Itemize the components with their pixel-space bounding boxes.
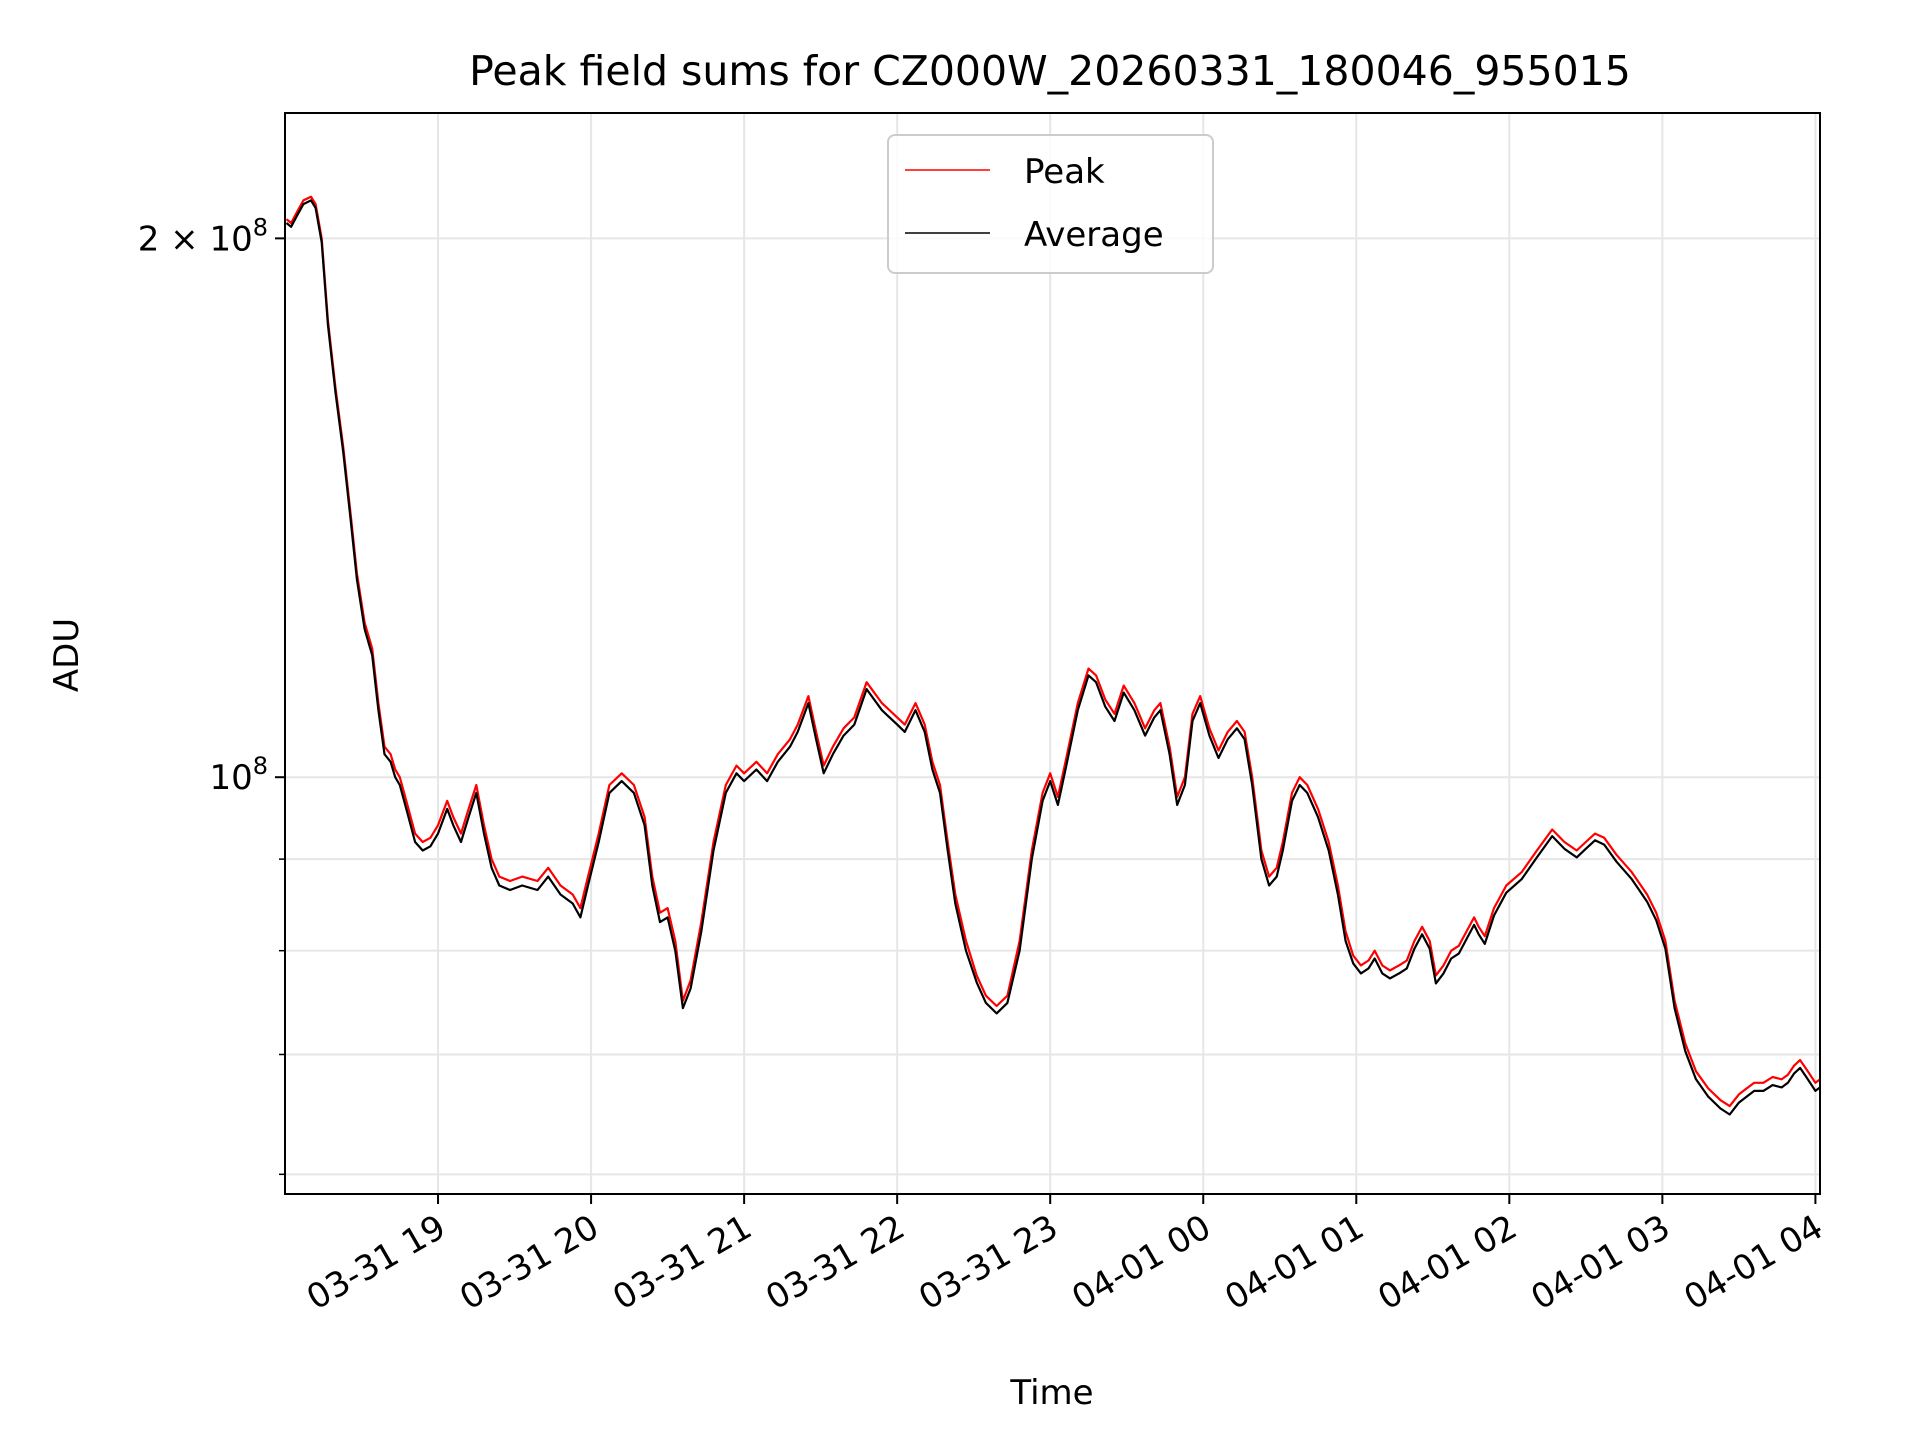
legend-peak-label: Peak bbox=[1024, 152, 1105, 192]
chart-title: Peak field sums for CZ000W_20260331_1800… bbox=[469, 47, 1631, 95]
legend-average-label: Average bbox=[1024, 215, 1164, 255]
y-tick-label-exponent: 8 bbox=[253, 213, 268, 241]
y-tick-label-exponent: 8 bbox=[253, 752, 268, 780]
x-axis-label: Time bbox=[1009, 1373, 1093, 1413]
legend: Peak Average bbox=[887, 134, 1214, 274]
y-tick-label: 108 bbox=[209, 752, 268, 798]
plot-frame bbox=[284, 112, 1821, 1195]
series-line-peak bbox=[285, 195, 1820, 1108]
y-tick-label-base: 10 bbox=[209, 758, 252, 798]
series-line-average bbox=[285, 199, 1820, 1116]
series-lines bbox=[285, 195, 1820, 1116]
y-tick-label-base: 2 × 10 bbox=[138, 219, 253, 259]
y-tick-label: 2 × 108 bbox=[138, 213, 268, 259]
y-axis-label: ADU bbox=[47, 618, 87, 692]
